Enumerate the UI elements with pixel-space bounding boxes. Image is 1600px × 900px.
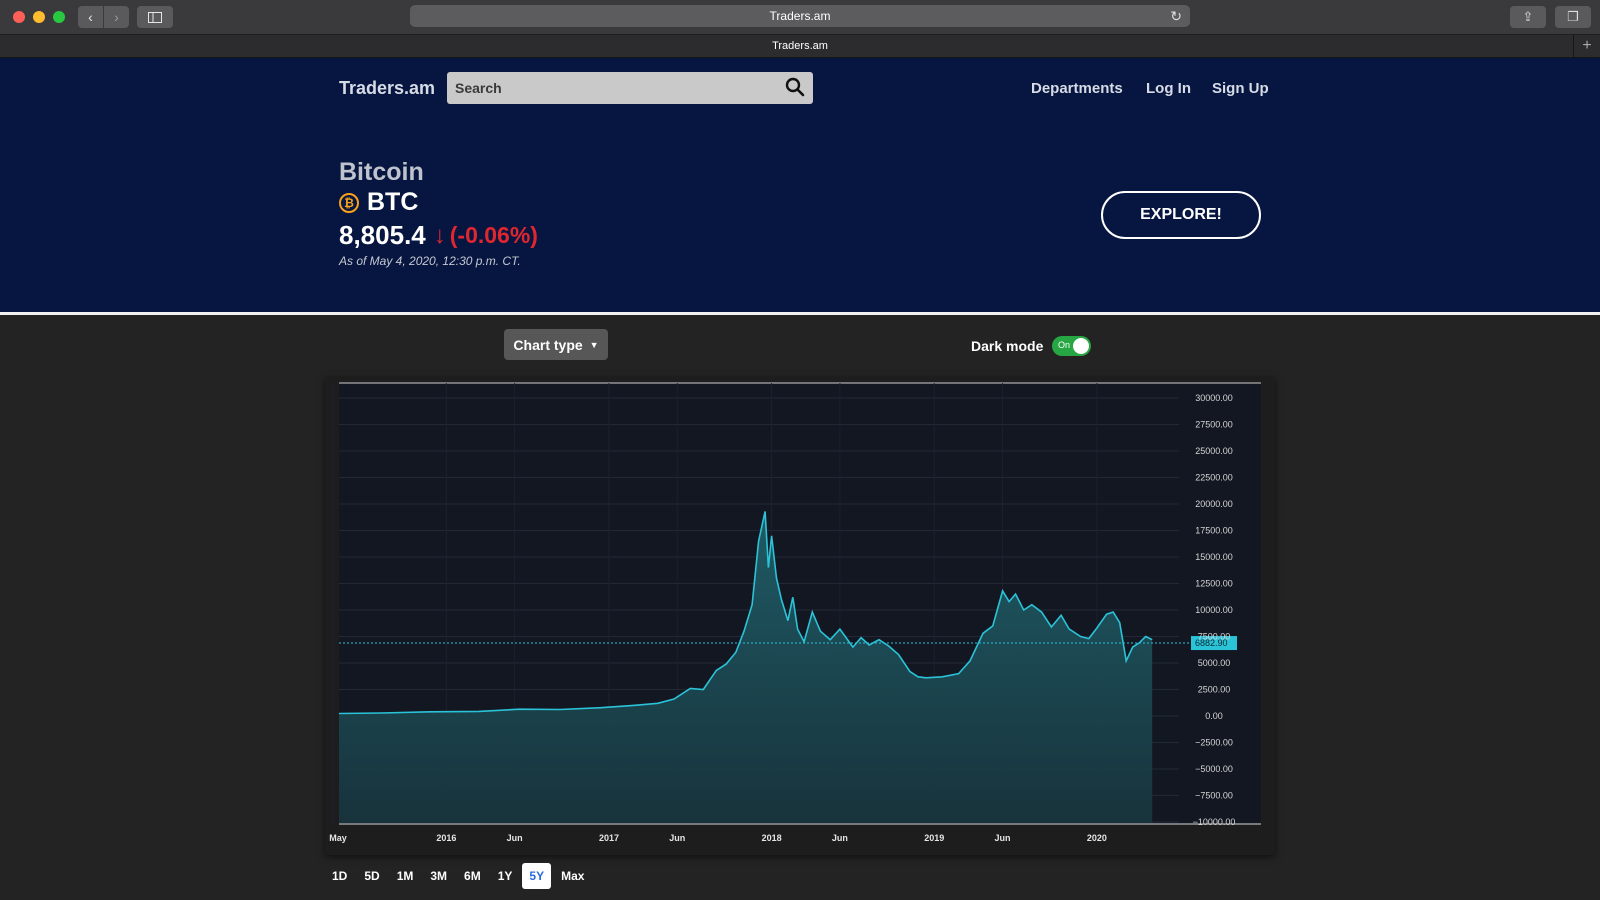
range-button-5d[interactable]: 5D <box>364 869 380 883</box>
share-button[interactable]: ⇪ <box>1510 6 1546 28</box>
range-button-1d[interactable]: 1D <box>332 869 348 883</box>
price-row: 8,805.4 ↓ (-0.06%) <box>339 220 538 251</box>
x-tick-label: 2019 <box>924 833 944 843</box>
crosshair-value-box <box>1191 636 1237 651</box>
y-axis-ticks: 30000.00 27500.00 25000.00 22500.00 20000.00… <box>1193 393 1236 827</box>
x-tick-label: Jun <box>995 833 1011 843</box>
chevron-right-icon: › <box>114 9 119 25</box>
y-tick-label: 12500.00 <box>1195 579 1233 589</box>
dark-mode-label: Dark mode <box>971 338 1044 354</box>
y-tick-label: 5000.00 <box>1198 658 1231 668</box>
x-axis-ticks: May 2016 Jun 2017 Jun 2018 Jun 2019 Jun 2020 <box>329 833 1107 843</box>
nav-departments[interactable]: Departments <box>1031 80 1123 97</box>
range-button-3m[interactable]: 3M <box>430 869 448 883</box>
x-tick-label: Jun <box>669 833 685 843</box>
sidebar-icon <box>148 11 162 23</box>
nav-log-in[interactable]: Log In <box>1146 80 1191 97</box>
x-tick-label: Jun <box>507 833 523 843</box>
x-tick-label: May <box>329 833 347 843</box>
zoom-window-button[interactable] <box>53 11 65 23</box>
chart-type-dropdown[interactable]: Chart type ▼ <box>504 329 608 360</box>
bitcoin-icon: ₿ <box>339 192 359 213</box>
y-tick-label: 25000.00 <box>1195 446 1233 456</box>
close-window-button[interactable] <box>13 11 25 23</box>
address-text: Traders.am <box>769 9 831 23</box>
ticker-row: ₿ BTC <box>339 188 418 217</box>
forward-button[interactable]: › <box>104 6 129 28</box>
x-tick-label: 2018 <box>762 833 782 843</box>
y-tick-label: 10000.00 <box>1195 605 1233 615</box>
y-tick-label: 2500.00 <box>1198 685 1231 695</box>
share-icon: ⇪ <box>1522 9 1534 24</box>
x-tick-label: 2020 <box>1087 833 1107 843</box>
asset-price: 8,805.4 <box>339 220 426 250</box>
header-divider <box>0 312 1600 315</box>
asset-name: Bitcoin <box>339 158 424 186</box>
y-tick-label: −7500.00 <box>1195 791 1233 801</box>
sidebar-toggle-button[interactable] <box>137 6 173 28</box>
y-tick-label: 15000.00 <box>1195 552 1233 562</box>
crosshair-value-label: 6882.90 <box>1195 638 1228 648</box>
range-button-max[interactable]: Max <box>561 869 585 883</box>
y-tick-label: 7500.00 <box>1198 632 1231 642</box>
time-range-selector: 1D 5D 1M 3M 6M 1Y 5Y Max <box>325 862 594 890</box>
new-tab-button[interactable]: + <box>1573 35 1600 57</box>
y-tick-label: 20000.00 <box>1195 499 1233 509</box>
price-area <box>339 511 1153 823</box>
arrow-down-icon: ↓ <box>433 221 446 249</box>
asset-ticker: BTC <box>367 188 419 216</box>
y-tick-label: 27500.00 <box>1195 420 1233 430</box>
browser-titlebar: ‹ › Traders.am ↻ ⇪ ❐ <box>0 0 1600 35</box>
range-button-1m[interactable]: 1M <box>396 869 414 883</box>
dark-mode-toggle[interactable]: On <box>1052 336 1091 356</box>
address-bar[interactable]: Traders.am ↻ <box>410 5 1190 27</box>
y-tick-label: 22500.00 <box>1195 473 1233 483</box>
price-chart-panel: 6882.90 30000.00 27500.00 25000.00 22500.00… <box>325 377 1275 855</box>
y-tick-label: 17500.00 <box>1195 526 1233 536</box>
y-tick-label: −5000.00 <box>1195 764 1233 774</box>
price-chart[interactable]: 6882.90 30000.00 27500.00 25000.00 22500.00… <box>325 377 1275 855</box>
y-tick-label: 30000.00 <box>1195 393 1233 403</box>
nav-sign-up[interactable]: Sign Up <box>1212 80 1269 97</box>
search-placeholder: Search <box>455 80 502 96</box>
tab-bar: Traders.am + <box>0 35 1600 58</box>
y-tick-label: −10000.00 <box>1193 817 1236 827</box>
toggle-knob <box>1073 338 1089 354</box>
minimize-window-button[interactable] <box>33 11 45 23</box>
site-logo[interactable]: Traders.am <box>339 78 436 98</box>
chevron-left-icon: ‹ <box>88 9 93 25</box>
caret-down-icon: ▼ <box>589 339 599 350</box>
search-input[interactable]: Search <box>447 72 813 104</box>
tab-overview-button[interactable]: ❐ <box>1555 6 1591 28</box>
toggle-state-label: On <box>1058 340 1071 350</box>
reload-icon[interactable]: ↻ <box>1170 8 1182 24</box>
y-tick-label: −2500.00 <box>1195 738 1233 748</box>
back-button[interactable]: ‹ <box>78 6 103 28</box>
price-change: (-0.06%) <box>449 222 538 248</box>
chart-type-label: Chart type <box>513 336 583 353</box>
price-line <box>338 511 1153 715</box>
tab-title[interactable]: Traders.am <box>772 40 828 52</box>
range-button-6m[interactable]: 6M <box>464 869 481 883</box>
range-button-5y[interactable]: 5Y <box>522 863 552 889</box>
x-tick-label: Jun <box>832 833 848 843</box>
tabs-icon: ❐ <box>1567 9 1579 24</box>
plus-icon: + <box>1582 37 1592 54</box>
range-button-1y[interactable]: 1Y <box>497 869 513 883</box>
explore-button[interactable]: EXPLORE! <box>1101 191 1261 239</box>
x-tick-label: 2016 <box>436 833 456 843</box>
y-tick-label: 0.00 <box>1205 711 1223 721</box>
search-icon[interactable] <box>785 77 805 97</box>
price-timestamp: As of May 4, 2020, 12:30 p.m. CT. <box>339 254 521 268</box>
x-tick-label: 2017 <box>599 833 619 843</box>
